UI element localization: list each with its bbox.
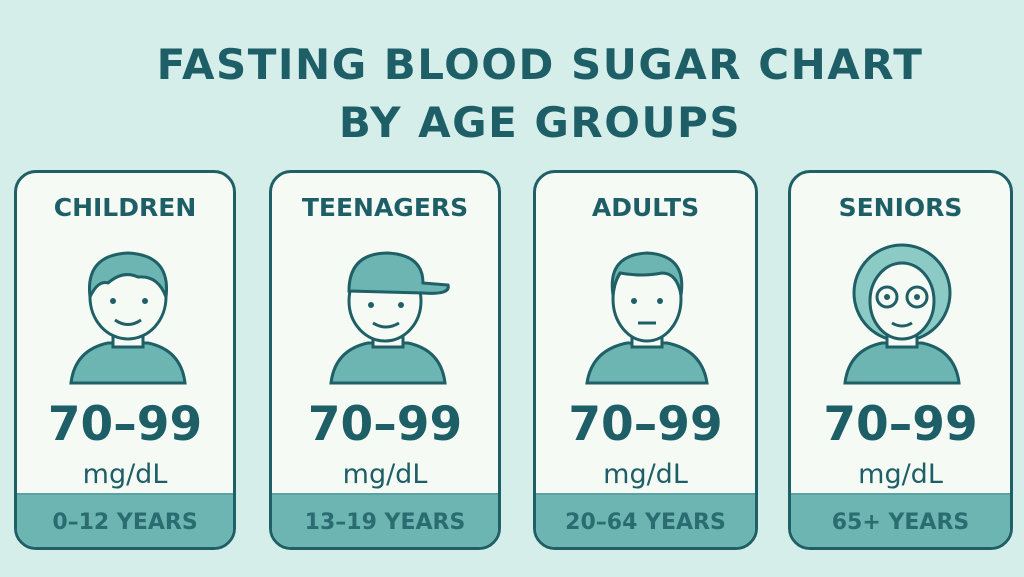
age-band: 20–64 YEARS (536, 493, 755, 547)
glucose-range: 70–99 (568, 397, 723, 452)
age-band: 13–19 YEARS (272, 493, 498, 547)
adult-face-icon (585, 251, 709, 385)
glucose-unit: mg/dL (82, 459, 168, 490)
card-label: SENIORS (838, 193, 963, 222)
card-label: ADULTS (591, 193, 700, 222)
glucose-unit: mg/dL (342, 459, 428, 490)
teen-cap-face-icon (329, 251, 450, 385)
senior-glasses-face-icon (843, 243, 961, 385)
card-children: CHILDREN 70–99 mg/dL 0–12 YEARS (14, 170, 236, 550)
card-adults: ADULTS 70–99 mg/dL 20–64 YEARS (533, 170, 758, 550)
age-band: 65+ YEARS (791, 493, 1010, 547)
age-band: 0–12 YEARS (17, 493, 233, 547)
child-face-icon (69, 251, 187, 385)
glucose-unit: mg/dL (858, 459, 943, 490)
card-teenagers: TEENAGERS 70–99 mg/dL 13–19 YEARS (269, 170, 501, 550)
card-seniors: SENIORS 70–99 mg/dL 65+ YEARS (788, 170, 1013, 550)
glucose-range: 70–99 (47, 397, 203, 452)
glucose-unit: mg/dL (603, 459, 688, 490)
page-title: FASTING BLOOD SUGAR CHART BY AGE GROUPS (0, 36, 1024, 152)
glucose-range: 70–99 (307, 397, 463, 452)
card-label: TEENAGERS (301, 193, 469, 222)
glucose-range: 70–99 (823, 397, 978, 452)
card-label: CHILDREN (53, 193, 197, 222)
title-line-2: BY AGE GROUPS (338, 98, 742, 147)
title-line-1: FASTING BLOOD SUGAR CHART (156, 40, 924, 89)
